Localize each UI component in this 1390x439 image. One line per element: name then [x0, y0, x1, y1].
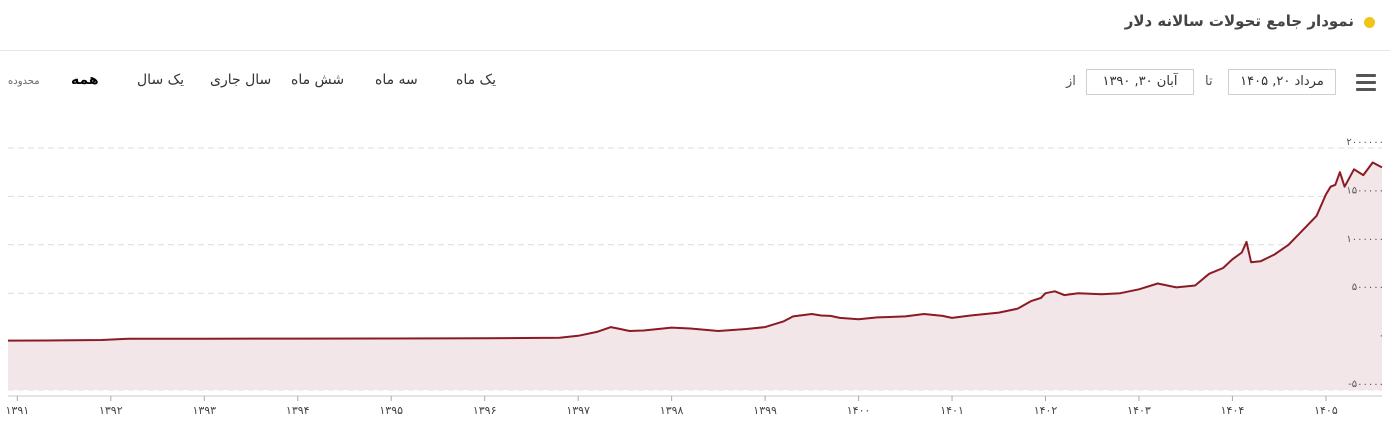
range-current-year-button[interactable]: سال جاری [210, 72, 272, 88]
range-label: محدوده [8, 76, 40, 87]
range-six-months-button[interactable]: شش ماه [291, 72, 345, 88]
y-tick-label: ۲۰۰۰۰۰۰ [1346, 137, 1384, 148]
range-one-year-button[interactable]: یک سال [137, 72, 185, 88]
hamburger-icon[interactable] [1356, 74, 1376, 91]
to-label: تا [1205, 74, 1213, 89]
title-dot-icon [1364, 17, 1375, 28]
x-tick-label: ۱۳۹۷ [566, 404, 590, 417]
y-tick-label: ۱۰۰۰۰۰۰ [1346, 234, 1384, 245]
x-tick-label: ۱۴۰۲ [1034, 404, 1058, 417]
chart-header: نمودار جامع تحولات سالانه دلار [0, 0, 1390, 51]
x-tick-label: ۱۳۹۵ [379, 404, 403, 417]
x-tick-label: ۱۳۹۶ [473, 404, 497, 417]
range-one-month-button[interactable]: یک ماه [456, 72, 496, 88]
x-tick-label: ۱۴۰۰ [847, 404, 871, 417]
page-title: نمودار جامع تحولات سالانه دلار [1124, 12, 1354, 30]
y-tick-label: ۰ [1379, 331, 1384, 342]
y-tick-label: -۵۰۰۰۰۰ [1348, 379, 1384, 390]
x-tick-label: ۱۴۰۱ [940, 404, 964, 417]
series-line [7, 161, 1383, 342]
x-tick-label: ۱۴۰۴ [1221, 404, 1245, 417]
range-all-button[interactable]: همه [71, 72, 99, 88]
date-to-field[interactable]: آبان ۳۰, ۱۳۹۰ [1086, 69, 1194, 95]
y-tick-label: ۱۵۰۰۰۰۰ [1346, 185, 1384, 196]
x-tick-label: ۱۴۰۳ [1127, 404, 1151, 417]
range-three-months-button[interactable]: سه ماه [375, 72, 418, 88]
x-tick-label: ۱۳۹۴ [286, 404, 310, 417]
date-from-field[interactable]: مرداد ۲۰, ۱۴۰۵ [1228, 69, 1336, 95]
x-tick-label: ۱۳۹۹ [753, 404, 777, 417]
chart-toolbar: مرداد ۲۰, ۱۴۰۵ تا آبان ۳۰, ۱۳۹۰ از یک ما… [0, 60, 1390, 100]
y-tick-label: ۵۰۰۰۰۰ [1352, 282, 1384, 293]
x-tick-label: ۱۳۹۸ [660, 404, 684, 417]
x-tick-label: ۱۳۹۲ [99, 404, 123, 417]
x-tick-label: ۱۳۹۳ [192, 404, 216, 417]
x-tick-label: ۱۴۰۵ [1314, 404, 1338, 417]
from-label: از [1066, 74, 1076, 89]
series-area-fill [8, 162, 1382, 390]
x-tick-label: ۱۳۹۱ [6, 404, 30, 417]
